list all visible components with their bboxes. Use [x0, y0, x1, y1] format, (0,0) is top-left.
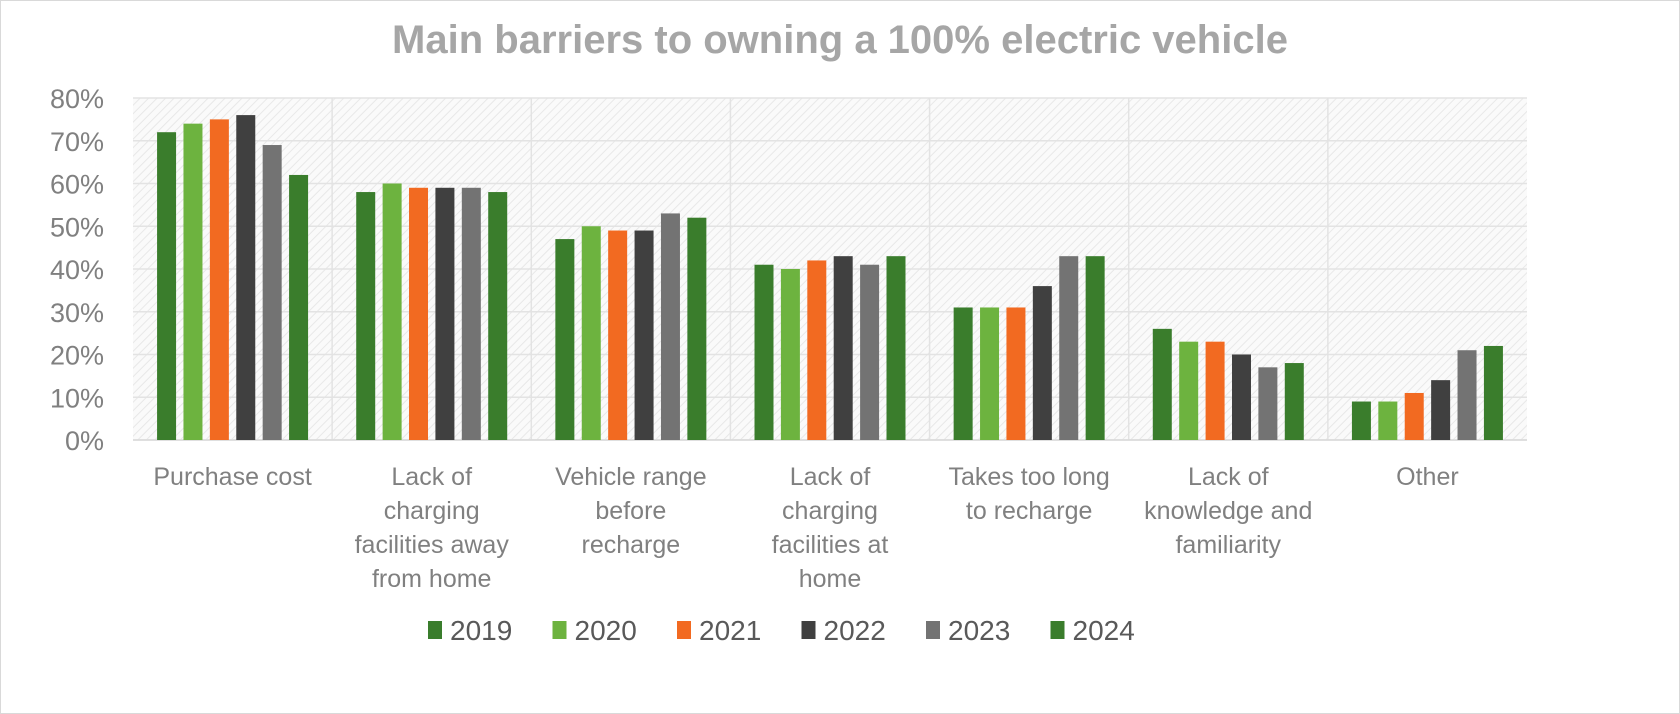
bar-2020: [980, 307, 1000, 440]
bar-2022: [833, 256, 853, 440]
bar-2022: [435, 187, 455, 440]
bar-2023: [1258, 367, 1278, 440]
x-tick-label: facilities at: [772, 531, 889, 559]
bar-2022: [1231, 354, 1251, 440]
legend-swatch-2024: [1050, 621, 1065, 639]
bar-2024: [886, 256, 906, 440]
y-tick-label: 60%: [50, 170, 104, 200]
x-tick-label: recharge: [582, 531, 681, 559]
bar-2022: [634, 230, 654, 440]
x-tick-label: Vehicle range: [555, 463, 707, 491]
y-tick-label: 10%: [50, 383, 104, 413]
bar-2020: [1378, 401, 1398, 440]
y-tick-label: 30%: [50, 298, 104, 328]
legend-swatch-2023: [926, 621, 940, 639]
x-tick-label: Lack of: [391, 463, 472, 491]
legend-swatch-2020: [552, 621, 567, 639]
legend-label-2023: 2023: [948, 615, 1010, 646]
bar-2022: [236, 115, 256, 440]
x-tick-label: charging: [782, 497, 878, 525]
y-tick-label: 20%: [50, 341, 104, 371]
bar-2020: [382, 183, 402, 440]
bar-2019: [953, 307, 973, 440]
x-tick-label: charging: [384, 497, 480, 525]
legend-label-2020: 2020: [575, 615, 637, 646]
y-tick-label: 80%: [50, 84, 104, 114]
bar-2019: [1152, 328, 1172, 440]
legend-label-2022: 2022: [824, 615, 886, 646]
chart-title: Main barriers to owning a 100% electric …: [392, 18, 1288, 62]
legend-label-2021: 2021: [699, 615, 761, 646]
bar-2019: [754, 264, 774, 440]
bar-2024: [488, 192, 508, 440]
y-tick-label: 50%: [50, 212, 104, 242]
bar-2024: [1085, 256, 1105, 440]
x-tick-label: Lack of: [790, 463, 871, 491]
bar-2021: [1006, 307, 1026, 440]
x-tick-label: Purchase cost: [153, 463, 311, 491]
legend-swatch-2019: [428, 621, 442, 639]
x-tick-label: knowledge and: [1144, 497, 1312, 525]
bar-2021: [1205, 341, 1225, 440]
x-tick-label: Takes too long: [949, 463, 1110, 491]
bar-2024: [687, 217, 707, 440]
bar-2021: [807, 260, 827, 440]
bar-2020: [183, 123, 203, 441]
bar-2022: [1032, 286, 1052, 440]
bar-2023: [1059, 256, 1079, 440]
x-tick-label: home: [799, 565, 862, 593]
legend-swatch-2022: [801, 621, 816, 639]
bar-2022: [1431, 380, 1451, 440]
x-tick-label: familiarity: [1175, 531, 1281, 559]
bar-2023: [262, 145, 282, 440]
bar-2023: [461, 187, 481, 440]
y-tick-label: 40%: [50, 255, 104, 285]
bar-2024: [1483, 345, 1503, 440]
bar-2023: [660, 213, 680, 440]
x-tick-label: Lack of: [1188, 463, 1269, 491]
bar-2021: [409, 187, 429, 440]
y-tick-label: 70%: [50, 127, 104, 157]
bar-2019: [157, 132, 177, 440]
bar-2019: [555, 239, 575, 440]
bar-2024: [289, 174, 309, 440]
bar-2019: [1351, 401, 1371, 440]
bar-2021: [209, 119, 229, 440]
bar-2020: [1179, 341, 1199, 440]
x-tick-label: before: [595, 497, 666, 525]
bar-2023: [860, 264, 880, 440]
x-tick-label: Other: [1396, 463, 1459, 491]
x-tick-label: from home: [372, 565, 491, 593]
bar-2024: [1284, 363, 1304, 440]
bar-2023: [1457, 350, 1477, 440]
bar-2021: [1404, 392, 1424, 440]
legend-label-2024: 2024: [1073, 615, 1135, 646]
legend-swatch-2021: [677, 621, 691, 639]
bar-2020: [780, 269, 800, 440]
bar-2021: [608, 230, 628, 440]
legend-label-2019: 2019: [450, 615, 512, 646]
bar-2019: [356, 192, 376, 440]
x-tick-label: to recharge: [966, 497, 1092, 525]
bar-2020: [581, 226, 601, 440]
x-tick-label: facilities away: [355, 531, 510, 559]
y-tick-label: 0%: [65, 426, 104, 456]
